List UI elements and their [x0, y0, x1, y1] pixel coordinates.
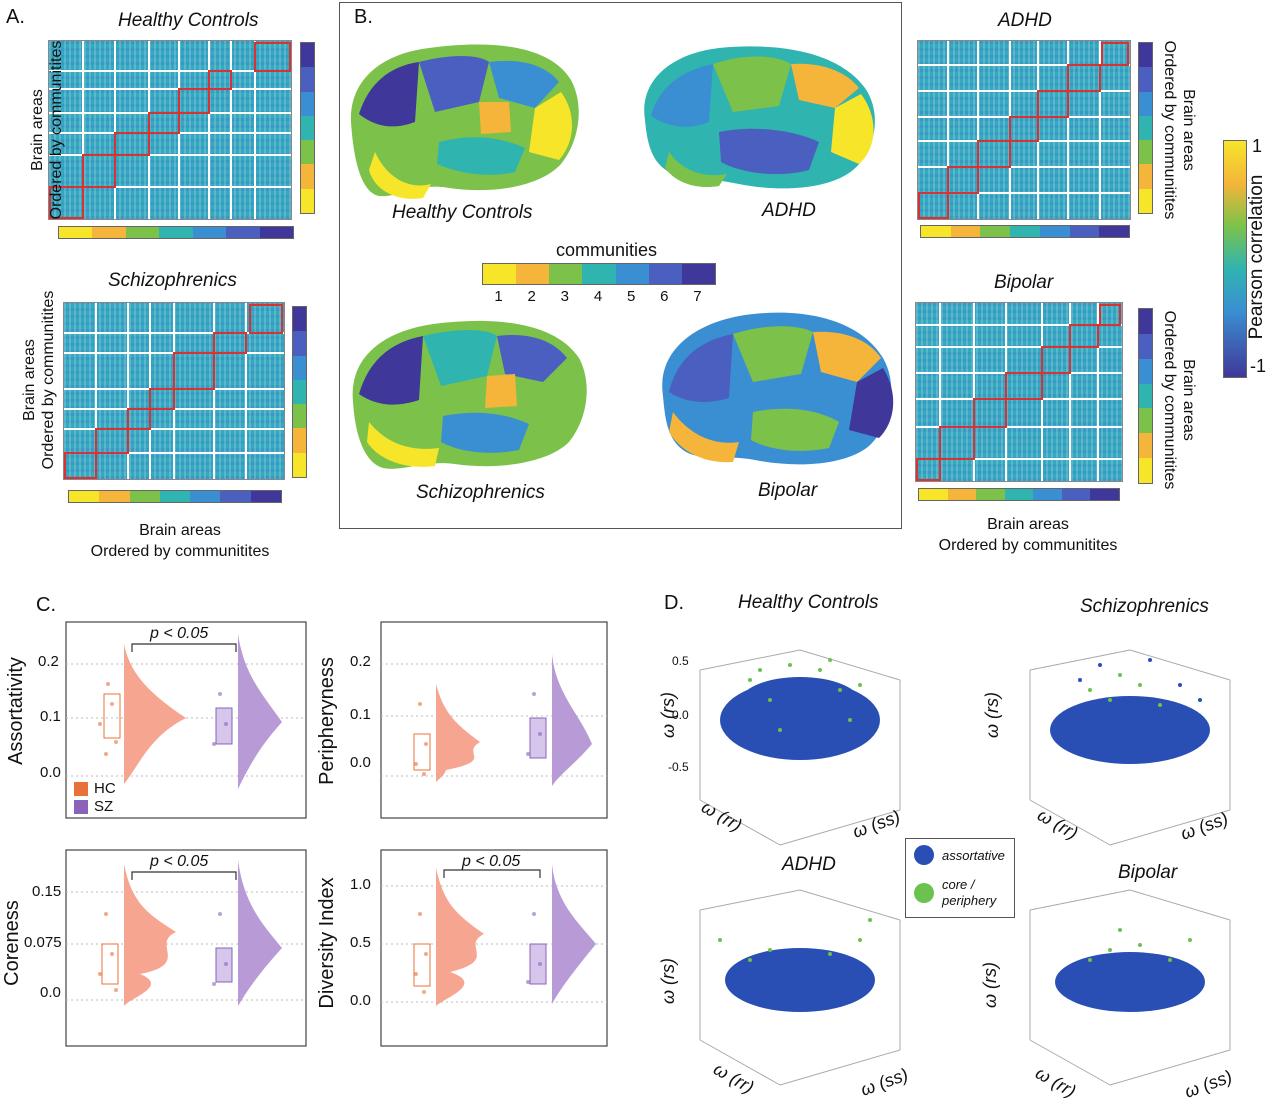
violins-diversity: [413, 864, 596, 1006]
adhd-correlation-matrix: [917, 40, 1131, 220]
tick-periph-2: 0.0: [350, 754, 371, 771]
brain-hc: [350, 44, 579, 199]
panel-a-xlabel: Brain areas Ordered by communitites: [90, 522, 270, 560]
bipolar-matrix-overlay: [916, 303, 1122, 481]
sz-correlation-matrix: [63, 302, 285, 480]
pearson-max-tick: 1: [1252, 136, 1263, 156]
hc-community-vbar: [300, 42, 315, 214]
tick-assort-2: 0.0: [40, 764, 61, 781]
violins-peripheryness: [413, 654, 592, 786]
pearson-label: Pearson correlation: [1246, 174, 1267, 340]
tick-assort-0: 0.2: [38, 653, 59, 670]
communities-colorbar: [482, 263, 716, 285]
ylabel-peripheryness: Peripheryness: [316, 657, 338, 785]
scatter-title-sz: Schizophrenics: [1080, 596, 1209, 617]
bipolar-matrix-title: Bipolar: [994, 272, 1054, 293]
legend-core-dot: [914, 883, 934, 903]
sig-diversity: p < 0.05: [462, 853, 521, 870]
scatter-title-bipolar: Bipolar: [1118, 862, 1178, 883]
panel-d-scatters: [699, 649, 1231, 1086]
adhd-matrix-overlay: [918, 41, 1130, 219]
bipolar-correlation-matrix: [915, 302, 1123, 482]
communities-numbers: 1 2 3 4 5 6 7: [494, 288, 702, 305]
legend-assortative-dot: [914, 845, 934, 865]
legend-hc-swatch: [74, 781, 88, 796]
hc-matrix-title: Healthy Controls: [118, 10, 259, 31]
hc-correlation-matrix: [48, 40, 292, 220]
tick-core-2: 0.0: [40, 984, 61, 1001]
brain-label-sz: Schizophrenics: [416, 482, 545, 503]
tick-div-0: 1.0: [350, 876, 371, 893]
panel-a-letter: A.: [6, 6, 25, 28]
tick-assort-1: 0.1: [40, 708, 61, 725]
tick-periph-0: 0.2: [350, 653, 371, 670]
adhd-community-hbar: [920, 225, 1130, 238]
brain-label-adhd: ADHD: [762, 200, 816, 221]
legend-hc: HC: [74, 780, 116, 797]
legend-core-label: core / periphery: [942, 877, 997, 908]
bipolar-community-vbar: [1138, 308, 1153, 484]
bipolar-matrix-ylabel: Brain areas Ordered by communitites: [1161, 310, 1197, 490]
sz-matrix-title: Schizophrenics: [108, 270, 237, 291]
brain-label-hc: Healthy Controls: [392, 202, 533, 223]
brain-sz: [352, 320, 587, 469]
pearson-colorbar: [1223, 140, 1247, 378]
brain-renders: [350, 44, 894, 469]
scatter-hc: [699, 649, 901, 846]
panel-d-legend: assortative core / periphery: [905, 838, 1015, 918]
violins-coreness: [101, 860, 282, 1006]
hc-matrix-overlay: [49, 41, 291, 219]
legend-sz-swatch: [74, 799, 88, 814]
d-sz-zlabel: ω (rs): [982, 692, 1002, 739]
brain-bipolar: [662, 312, 894, 465]
tick-core-0: 0.15: [32, 883, 62, 900]
d-hc-zt1: 0.0: [672, 708, 689, 722]
adhd-matrix-title: ADHD: [998, 10, 1052, 31]
scatter-title-adhd: ADHD: [782, 854, 836, 875]
violins-assortativity: [103, 634, 282, 789]
sz-matrix-ylabel: Brain areas Ordered by communitites: [21, 290, 57, 470]
d-hc-zt2: -0.5: [668, 760, 689, 774]
d-hc-zt0: 0.5: [672, 654, 689, 668]
scatter-bipolar: [1029, 889, 1231, 1086]
tick-core-1: 0.075: [24, 934, 62, 951]
bipolar-community-hbar: [918, 488, 1120, 501]
panel-b-letter: B.: [354, 6, 373, 28]
ylabel-diversity: Diversity Index: [316, 877, 338, 1009]
brain-adhd: [644, 46, 875, 189]
pearson-min-tick: -1: [1250, 356, 1267, 376]
tick-periph-1: 0.1: [350, 706, 371, 723]
sz-community-vbar: [292, 306, 307, 478]
panel-d-letter: D.: [664, 592, 684, 614]
tick-div-2: 0.0: [350, 992, 371, 1009]
tick-div-1: 0.5: [350, 934, 371, 951]
scatter-title-hc: Healthy Controls: [738, 592, 879, 613]
ylabel-assortativity: Assortativity: [5, 657, 27, 765]
hc-matrix-ylabel: Brain areas Ordered by communitites: [29, 40, 65, 220]
sig-assortativity: p < 0.05: [150, 625, 209, 642]
adhd-matrix-ylabel: Brain areas Ordered by communitites: [1161, 40, 1197, 220]
ylabel-coreness: Coreness: [1, 900, 23, 986]
sig-coreness: p < 0.05: [150, 853, 209, 870]
panel-c-plots: [65, 621, 608, 1047]
d-bipolar-zlabel: ω (rs): [980, 962, 1000, 1009]
adhd-community-vbar: [1138, 42, 1153, 214]
communities-title: communities: [556, 240, 658, 260]
sz-matrix-overlay: [64, 303, 284, 479]
legend-sz: SZ: [74, 798, 113, 815]
sz-community-hbar: [68, 490, 282, 503]
legend-assortative-label: assortative: [942, 847, 1005, 863]
d-adhd-zlabel: ω (rs): [658, 958, 678, 1005]
brain-label-bipolar: Bipolar: [758, 480, 818, 501]
scatter-adhd: [699, 889, 901, 1086]
right-xlabel: Brain areas Ordered by communitites: [938, 516, 1118, 554]
panel-b-frame: [339, 2, 902, 529]
hc-community-hbar: [58, 226, 294, 239]
scatter-sz: [1029, 649, 1231, 846]
panel-c-letter: C.: [36, 594, 56, 616]
